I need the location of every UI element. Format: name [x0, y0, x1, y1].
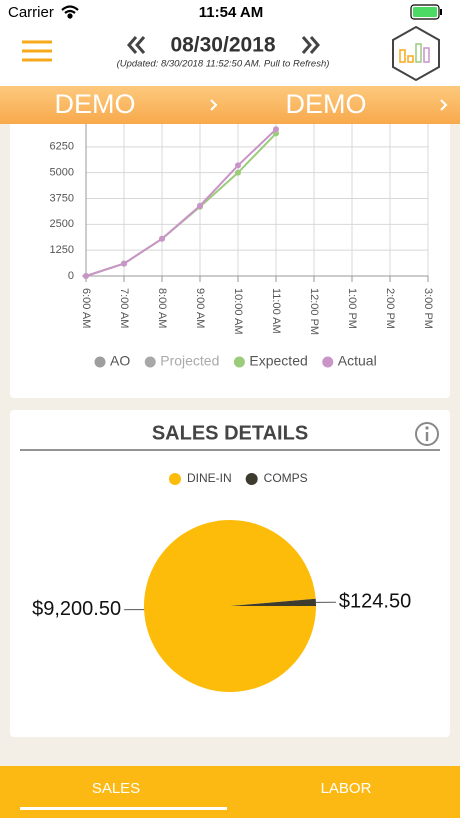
menu-button[interactable] — [22, 40, 52, 62]
date: 08/30/2018 — [170, 34, 275, 57]
chevron — [210, 99, 218, 111]
y-tick-label: 6250 — [50, 141, 74, 153]
data-point — [235, 169, 241, 176]
carrier: Carrier — [8, 4, 54, 21]
legend-label: COMPS — [264, 471, 308, 485]
pie-slice — [144, 520, 316, 693]
legend-label: AO — [110, 353, 130, 369]
x-tick-label: 12:00 PM — [308, 288, 320, 335]
x-tick-label: 11:00 AM — [270, 288, 282, 334]
clock: 11:54 AM — [199, 4, 263, 21]
previous-day[interactable] — [127, 36, 146, 54]
legend-marker — [94, 356, 106, 368]
header — [0, 28, 460, 86]
wifi-icon — [61, 5, 79, 19]
legend-marker — [233, 356, 245, 368]
legend-marker — [169, 473, 181, 485]
x-tick-label: 9:00 AM — [194, 288, 206, 328]
app-logo[interactable] — [392, 25, 440, 82]
legend-label: Expected — [249, 353, 307, 369]
next-day[interactable] — [301, 36, 320, 54]
demo-left[interactable]: DEMO — [55, 89, 136, 119]
chevron — [440, 99, 448, 111]
legend-marker — [322, 356, 334, 368]
tab-sales[interactable]: SALES — [92, 780, 140, 797]
data-point — [235, 162, 241, 169]
y-tick-label: 3750 — [50, 192, 74, 204]
legend-label: Actual — [338, 353, 377, 369]
pie-slice — [230, 598, 316, 606]
data-point — [121, 260, 127, 267]
x-tick-label: 1:00 PM — [346, 288, 358, 329]
battery-icon — [410, 4, 442, 20]
slice-label: $124.50 — [339, 591, 411, 613]
active-tab-indicator — [20, 807, 227, 810]
tab-labor[interactable]: LABOR — [321, 780, 372, 797]
legend-marker — [245, 473, 258, 485]
legend-marker — [144, 356, 156, 368]
x-tick-label: 6:00 AM — [80, 288, 92, 328]
series-line — [85, 128, 277, 277]
slice-label: $9,200.50 — [32, 598, 121, 620]
card-title: SALES DETAILS — [152, 422, 308, 444]
x-tick-label: 3:00 PM — [422, 288, 434, 329]
info-icon[interactable] — [415, 422, 439, 446]
updated-note: (Updated: 8/30/2018 11:52:50 AM. Pull to… — [117, 59, 330, 70]
tab-bar — [0, 766, 460, 818]
line-chart-card — [10, 110, 450, 398]
data-point — [159, 235, 165, 242]
y-tick-label: 0 — [68, 270, 74, 282]
x-tick-label: 8:00 AM — [156, 288, 168, 328]
data-point — [273, 126, 279, 133]
demo-bar — [0, 86, 460, 124]
data-point — [197, 202, 203, 209]
legend-label: DINE-IN — [187, 471, 232, 485]
y-tick-label: 5000 — [50, 167, 74, 179]
legend-label: Projected — [160, 353, 219, 369]
x-tick-label: 7:00 AM — [118, 288, 130, 328]
pie-chart: DINE-IN COMPS $9,200.50 $124.50 — [32, 471, 411, 693]
status-bar — [0, 0, 460, 28]
y-tick-label: 2500 — [50, 218, 74, 230]
demo-right[interactable]: DEMO — [286, 89, 367, 119]
x-tick-label: 2:00 PM — [384, 288, 396, 329]
data-point — [83, 273, 89, 279]
y-tick-label: 1250 — [50, 244, 74, 256]
line-chart: 01250250037505000625075006:00 AM7:00 AM8… — [50, 111, 434, 369]
x-tick-label: 10:00 AM — [232, 288, 244, 334]
